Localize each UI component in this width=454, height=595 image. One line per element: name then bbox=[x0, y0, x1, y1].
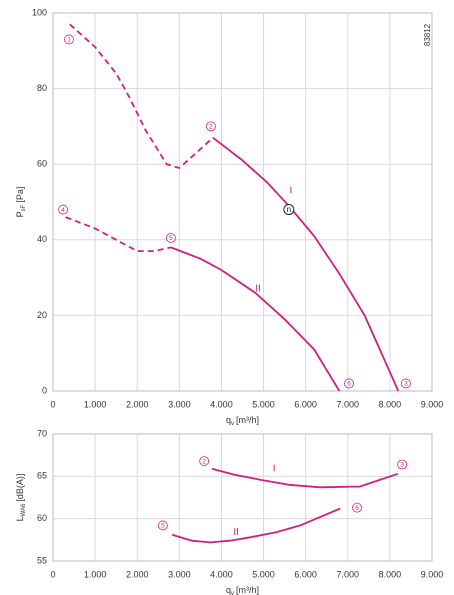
y-axis-label: LWA6[dB(A)] bbox=[15, 474, 26, 522]
x-tick-label: 7.000 bbox=[337, 399, 360, 409]
x-tick-label: 1.000 bbox=[84, 569, 107, 579]
annotation: I bbox=[273, 463, 276, 474]
curve bbox=[171, 507, 341, 544]
x-label-main: q bbox=[226, 415, 231, 425]
x-tick-label: 2.000 bbox=[126, 399, 149, 409]
x-tick-label: 4.000 bbox=[210, 399, 233, 409]
annotation: 4 bbox=[61, 207, 65, 214]
x-tick-label: 3.000 bbox=[168, 569, 191, 579]
x-tick-label: 0 bbox=[50, 399, 55, 409]
x-axis-label: qv [m³/h] bbox=[226, 415, 259, 426]
annotation: 1 bbox=[67, 37, 71, 44]
curve bbox=[212, 136, 400, 392]
y-tick-label: 60 bbox=[37, 159, 47, 169]
x-tick-label: 5.000 bbox=[252, 569, 275, 579]
x-tick-label: 9.000 bbox=[421, 569, 444, 579]
y-label-unit: [dB(A)] bbox=[15, 474, 25, 502]
annotation: II bbox=[255, 284, 261, 295]
annotation-circle bbox=[166, 233, 176, 243]
x-tick-label: 1.000 bbox=[84, 399, 107, 409]
x-label-unit: [m³/h] bbox=[236, 415, 259, 425]
y-tick-label: 40 bbox=[37, 234, 47, 244]
x-label-sub: v bbox=[231, 421, 234, 427]
x-tick-label: 2.000 bbox=[126, 569, 149, 579]
x-tick-label: 6.000 bbox=[294, 569, 317, 579]
y-tick-label: 55 bbox=[37, 555, 47, 565]
y-tick-label: 0 bbox=[42, 385, 47, 395]
plot-frame bbox=[52, 12, 433, 392]
annotation-circle bbox=[199, 456, 210, 466]
y-label-sub: sF bbox=[21, 204, 27, 211]
x-label-main: q bbox=[226, 585, 231, 595]
x-tick-label: 8.000 bbox=[379, 399, 402, 409]
annotation-circle bbox=[206, 121, 216, 132]
y-label-sub: WA6 bbox=[21, 503, 27, 516]
y-label-main: L bbox=[15, 516, 25, 521]
y-tick-label: 65 bbox=[37, 471, 47, 481]
curve bbox=[170, 246, 341, 392]
annotation: 2 bbox=[202, 458, 206, 465]
x-tick-label: 8.000 bbox=[379, 569, 402, 579]
y-label-main: P bbox=[15, 211, 25, 217]
annotation: 3 bbox=[404, 381, 408, 388]
x-label-sub: v bbox=[231, 591, 234, 595]
curve bbox=[211, 467, 399, 489]
plot-frame bbox=[52, 433, 433, 562]
x-tick-label: 7.000 bbox=[337, 569, 360, 579]
y-axis-label: PsF[Pa] bbox=[15, 187, 26, 218]
annotation: 5 bbox=[169, 235, 173, 242]
annotation: 6 bbox=[347, 381, 351, 388]
x-tick-label: 3.000 bbox=[168, 399, 191, 409]
y-tick-label: 60 bbox=[37, 513, 47, 523]
x-label-unit: [m³/h] bbox=[236, 585, 259, 595]
operating-point bbox=[283, 204, 295, 216]
x-tick-label: 6.000 bbox=[294, 399, 317, 409]
annotation: 2 bbox=[209, 124, 213, 131]
x-tick-label: 0 bbox=[50, 569, 55, 579]
annotation-circle bbox=[400, 378, 411, 389]
annotation: II bbox=[233, 527, 239, 538]
annotation: n bbox=[287, 205, 291, 214]
annotation-circle bbox=[158, 520, 168, 531]
x-tick-label: 5.000 bbox=[252, 399, 275, 409]
curve bbox=[69, 23, 214, 169]
annotation-circle bbox=[352, 502, 362, 513]
annotation: 5 bbox=[161, 523, 165, 530]
annotation-circle bbox=[344, 378, 354, 389]
annotation: I bbox=[290, 185, 293, 196]
x-axis-label: qv [m³/h] bbox=[226, 585, 259, 595]
figure-id: 83812 bbox=[423, 23, 432, 46]
y-tick-label: 80 bbox=[37, 83, 47, 93]
x-tick-label: 4.000 bbox=[210, 569, 233, 579]
annotation-circle bbox=[397, 459, 408, 470]
annotation: 3 bbox=[400, 462, 404, 469]
y-tick-label: 100 bbox=[32, 7, 47, 17]
y-tick-label: 70 bbox=[37, 428, 47, 438]
annotation: 6 bbox=[355, 505, 359, 512]
y-tick-label: 20 bbox=[37, 310, 47, 320]
annotation-circle bbox=[58, 204, 69, 215]
y-label-unit: [Pa] bbox=[15, 187, 25, 203]
annotation-circle bbox=[64, 34, 74, 45]
x-tick-label: 9.000 bbox=[421, 399, 444, 409]
